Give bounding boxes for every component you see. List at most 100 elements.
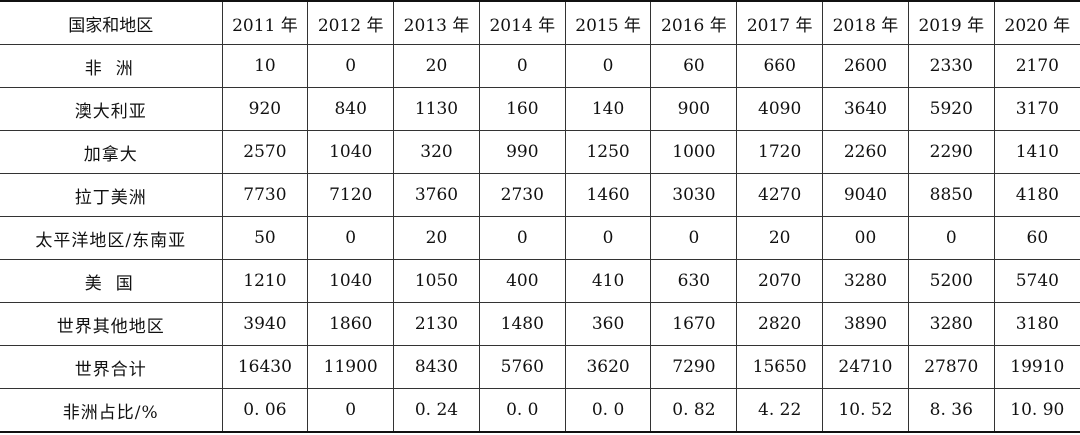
row-region-label: 澳大利亚 [0, 87, 223, 131]
table-cell: 900 [650, 87, 738, 131]
table-cell: 2070 [736, 259, 824, 303]
table-cell: 2260 [822, 130, 909, 174]
table-cell: 3280 [822, 259, 909, 303]
table-cell: 4090 [736, 87, 824, 131]
table-cell: 1210 [221, 259, 309, 303]
table-cell: 10 [221, 44, 309, 88]
table-cell: 3620 [564, 345, 652, 389]
table-cell: 1670 [650, 302, 738, 346]
table-cell: 3760 [393, 173, 480, 217]
table-cell: 630 [650, 259, 738, 303]
row-region-label: 美国 [0, 259, 223, 303]
table-row: 太平洋地区/东南亚 50 0 20 0 0 0 20 00 0 60 [0, 216, 1080, 260]
table-cell: 0 [307, 216, 395, 260]
table-cell: 2570 [221, 130, 309, 174]
table-cell: 1250 [564, 130, 652, 174]
row-region-label: 非洲 [0, 44, 223, 88]
table-cell: 20 [736, 216, 824, 260]
table-body: 非洲 10 0 20 0 0 60 660 2600 2330 2170 澳大利亚 920 840 1130… [0, 44, 1080, 433]
table-cell: 60 [993, 216, 1080, 260]
table-cell: 2330 [907, 44, 995, 88]
table-cell: 0 [307, 44, 395, 88]
table-cell: 400 [478, 259, 566, 303]
table-cell: 1000 [650, 130, 738, 174]
table-cell: 20 [393, 216, 480, 260]
table-cell: 5920 [907, 87, 995, 131]
table-cell: 1050 [393, 259, 480, 303]
table-cell: 360 [564, 302, 652, 346]
header-year: 2018 年 [822, 0, 909, 45]
table-cell: 15650 [736, 345, 824, 389]
table-cell: 7120 [307, 173, 395, 217]
table-cell: 24710 [822, 345, 909, 389]
table-cell: 1040 [307, 130, 395, 174]
table-row: 拉丁美洲 7730 7120 3760 2730 1460 3030 4270 9040 8850… [0, 173, 1080, 217]
table-row: 美国 1210 1040 1050 400 410 630 2070 3280 5200 5740 [0, 259, 1080, 303]
table-cell: 2600 [822, 44, 909, 88]
table-cell: 0 [478, 216, 566, 260]
header-year: 2016 年 [650, 0, 738, 45]
header-year: 2017 年 [736, 0, 824, 45]
table-cell: 0 [650, 216, 738, 260]
table-row: 非洲占比/% 0. 06 0 0. 24 0. 0 0. 0 0. 82 4. 22 10. 5… [0, 388, 1080, 433]
table-cell: 4270 [736, 173, 824, 217]
table-row: 非洲 10 0 20 0 0 60 660 2600 2330 2170 [0, 44, 1080, 88]
table-cell: 8850 [907, 173, 995, 217]
table-cell: 0 [564, 216, 652, 260]
table-cell: 1860 [307, 302, 395, 346]
row-region-label: 太平洋地区/东南亚 [0, 216, 223, 260]
table-cell: 660 [736, 44, 824, 88]
row-region-label: 加拿大 [0, 130, 223, 174]
table-cell: 16430 [221, 345, 309, 389]
table-cell: 160 [478, 87, 566, 131]
table-cell: 10. 90 [993, 388, 1080, 433]
table-cell: 10. 52 [822, 388, 909, 433]
header-year: 2012 年 [307, 0, 395, 45]
table-cell: 20 [393, 44, 480, 88]
table-cell: 990 [478, 130, 566, 174]
table-cell: 4180 [993, 173, 1080, 217]
table-cell: 0. 24 [393, 388, 480, 433]
table-cell: 1130 [393, 87, 480, 131]
row-region-label: 拉丁美洲 [0, 173, 223, 217]
table-cell: 1410 [993, 130, 1080, 174]
table-cell: 140 [564, 87, 652, 131]
table-cell: 410 [564, 259, 652, 303]
table-cell: 4. 22 [736, 388, 824, 433]
table-cell: 3640 [822, 87, 909, 131]
table-cell: 3180 [993, 302, 1080, 346]
table-cell: 19910 [993, 345, 1080, 389]
header-year: 2015 年 [564, 0, 652, 45]
row-region-label: 世界合计 [0, 345, 223, 389]
table-cell: 3280 [907, 302, 995, 346]
table-cell: 0. 0 [564, 388, 652, 433]
header-year: 2013 年 [393, 0, 480, 45]
table-cell: 5760 [478, 345, 566, 389]
table-cell: 3940 [221, 302, 309, 346]
row-region-label: 非洲占比/% [0, 388, 223, 433]
table-cell: 2130 [393, 302, 480, 346]
header-year: 2019 年 [907, 0, 995, 45]
header-year: 2020 年 [993, 0, 1080, 45]
table-row: 世界合计 16430 11900 8430 5760 3620 7290 15650 24710… [0, 345, 1080, 389]
header-region: 国家和地区 [0, 0, 223, 45]
table-cell: 3170 [993, 87, 1080, 131]
table-cell: 2290 [907, 130, 995, 174]
table-cell: 0 [907, 216, 995, 260]
header-year: 2014 年 [478, 0, 566, 45]
row-region-label: 世界其他地区 [0, 302, 223, 346]
table-cell: 9040 [822, 173, 909, 217]
table-cell: 2170 [993, 44, 1080, 88]
table-cell: 920 [221, 87, 309, 131]
table-cell: 60 [650, 44, 738, 88]
table-cell: 0 [478, 44, 566, 88]
header-year: 2011 年 [221, 0, 309, 45]
table-cell: 27870 [907, 345, 995, 389]
table-row: 加拿大 2570 1040 320 990 1250 1000 1720 2260 2290 141… [0, 130, 1080, 174]
table-cell: 1720 [736, 130, 824, 174]
table-cell: 7730 [221, 173, 309, 217]
table-cell: 320 [393, 130, 480, 174]
table-cell: 2730 [478, 173, 566, 217]
